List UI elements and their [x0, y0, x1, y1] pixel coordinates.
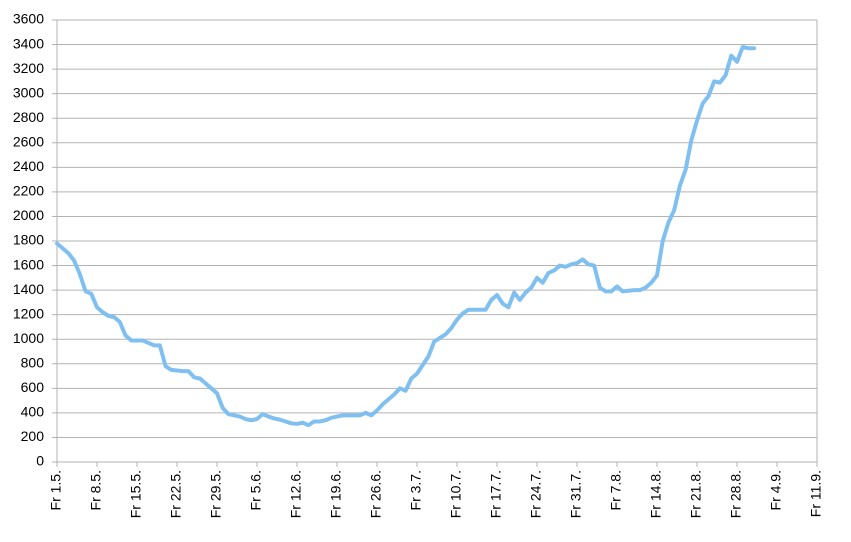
x-tick-label: Fr 12.6.: [288, 470, 304, 518]
y-tick-label: 2400: [13, 158, 44, 174]
y-tick-label: 200: [21, 428, 45, 444]
y-tick-label: 1800: [13, 232, 44, 248]
x-tick-label: Fr 4.9.: [768, 470, 784, 510]
y-tick-label: 1400: [13, 281, 44, 297]
y-tick-label: 3200: [13, 60, 44, 76]
x-tick-label: Fr 10.7.: [448, 470, 464, 518]
x-tick-label: Fr 15.5.: [128, 470, 144, 518]
data-line: [55, 45, 757, 428]
x-tick-label: Fr 11.9.: [808, 470, 824, 517]
x-tick-label: Fr 3.7.: [408, 470, 424, 510]
y-tick-label: 3000: [13, 84, 44, 100]
y-tick-label: 2200: [13, 183, 44, 199]
y-tick-label: 1200: [13, 305, 44, 321]
x-tick-label: Fr 19.6.: [328, 470, 344, 518]
x-tick-label: Fr 17.7.: [488, 470, 504, 518]
x-tick-label: Fr 28.8.: [728, 470, 744, 518]
y-tick-label: 2600: [13, 133, 44, 149]
x-tick-label: Fr 5.6.: [248, 470, 264, 510]
y-tick-label: 0: [36, 453, 44, 469]
x-tick-label: Fr 29.5.: [208, 470, 224, 518]
x-tick-label: Fr 22.5.: [168, 470, 184, 518]
x-tick-label: Fr 21.8.: [688, 470, 704, 518]
y-tick-label: 2800: [13, 109, 44, 125]
x-tick-label: Fr 24.7.: [528, 470, 544, 518]
x-tick-label: Fr 31.7.: [568, 470, 584, 518]
y-tick-label: 600: [21, 379, 45, 395]
y-tick-label: 3400: [13, 35, 44, 51]
x-tick-label: Fr 8.5.: [88, 470, 104, 510]
y-tick-label: 800: [21, 354, 45, 370]
y-tick-label: 1000: [13, 330, 44, 346]
x-tick-label: Fr 26.6.: [368, 470, 384, 518]
x-tick-label: Fr 1.5.: [48, 470, 64, 510]
y-tick-label: 2000: [13, 207, 44, 223]
y-tick-label: 400: [21, 404, 45, 420]
y-tick-label: 1600: [13, 256, 44, 272]
y-tick-label: 3600: [13, 11, 44, 27]
x-tick-label: Fr 7.8.: [608, 470, 624, 510]
x-tick-label: Fr 14.8.: [648, 470, 664, 518]
